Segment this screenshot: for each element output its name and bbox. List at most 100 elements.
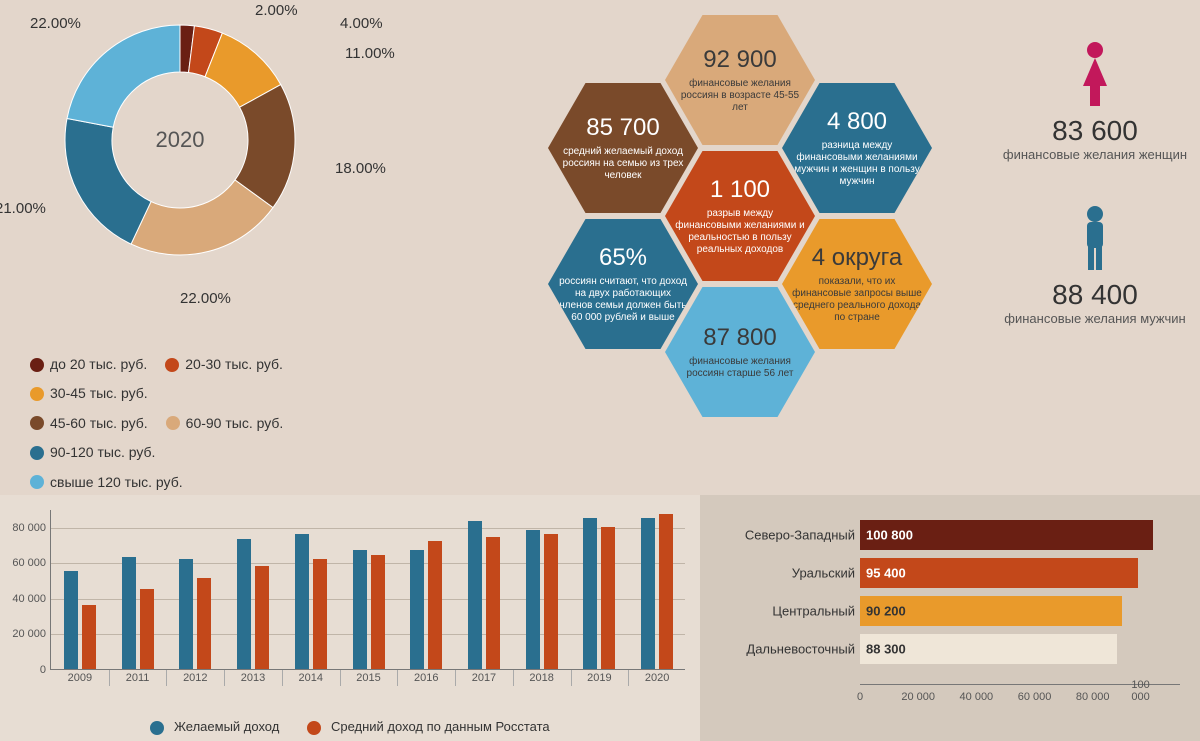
bar [197,578,211,669]
hex-cell: 1 100 разрыв между финансовыми желаниями … [665,151,815,281]
legend-item: Средний доход по данным Росстата [307,719,549,734]
hbar-value: 100 800 [866,528,913,543]
bar [526,530,540,669]
y-tick-label: 0 [1,664,46,676]
x-tick-label: 2015 [344,672,394,684]
x-tick-label: 2016 [401,672,451,684]
x-tick-label: 60 000 [1018,691,1052,703]
x-tick-label: 2013 [228,672,278,684]
hex-value: 1 100 [710,176,770,204]
bar [659,514,673,669]
donut-pct-label: 22.00% [30,15,81,32]
x-tick-label: 2009 [55,672,105,684]
hbar-value: 95 400 [866,566,906,581]
hex-cell: 65% россиян считают, что доход на двух ра… [548,219,698,349]
horizontal-bar-chart: Северо-Западный 100 800 Уральский 95 400 Цен… [700,495,1200,741]
donut-chart: 2020 [50,10,310,270]
hex-text: разрыв между финансовыми желаниями и реа… [675,208,805,256]
x-tick-label: 2018 [517,672,567,684]
legend-item: 60-90 тыс. руб. [166,409,284,438]
x-tick-label: 2017 [459,672,509,684]
x-tick-label: 20 000 [901,691,935,703]
hex-text: россиян считают, что доход на двух работ… [558,276,688,324]
hbar-label: Центральный [710,604,855,619]
hbar-label: Северо-Западный [710,528,855,543]
hex-value: 65% [599,244,647,272]
bar [295,534,309,669]
hbar-value: 90 200 [866,604,906,619]
x-tick-label: 100 000 [1131,679,1170,703]
legend-item: до 20 тыс. руб. [30,350,147,379]
bar [179,559,193,669]
bar [82,605,96,669]
y-tick-label: 20 000 [1,628,46,640]
male-icon [1077,204,1113,274]
bar [122,557,136,669]
x-tick-label: 0 [857,691,863,703]
bar [371,555,385,669]
bar [428,541,442,669]
hex-cell: 87 800финансовые желания россиян старше … [665,287,815,417]
y-tick-label: 80 000 [1,522,46,534]
hbar-label: Дальневосточный [710,642,855,657]
bar [410,550,424,669]
donut-segment [67,25,180,127]
x-tick-label: 2011 [113,672,163,684]
hex-value: 4 800 [827,108,887,136]
male-text: финансовые желания мужчин [1000,311,1190,328]
bar-chart-legend: Желаемый доход Средний доход по данным Р… [0,719,700,735]
legend-item: Желаемый доход [150,719,279,734]
hex-cell: 92 900 финансовые желания россиян в возра… [665,15,815,145]
gender-stats: 83 600 финансовые желания женщин 88 400 … [1000,40,1190,368]
hex-value: 85 700 [586,114,659,142]
hex-value: 87 800 [703,324,776,352]
x-tick-label: 80 000 [1076,691,1110,703]
hex-text: финансовые желания россиян в возрасте 45… [675,78,805,114]
hex-cell: 85 700 средний желаемый доход россиян на … [548,83,698,213]
hex-text: средний желаемый доход россиян на семью … [558,146,688,182]
bar [353,550,367,669]
bar [486,537,500,669]
hex-cell: 4 округа показали, что их финансовые запр… [782,219,932,349]
hex-cell: 4 800 разница между финансовыми желаниями… [782,83,932,213]
female-value: 83 600 [1000,115,1190,147]
donut-pct-label: 22.00% [180,290,231,307]
donut-segment [65,118,151,244]
bar-chart: 0 20 000 40 000 60 000 80 000 2009 2011 2012 201… [0,495,700,741]
y-tick-label: 40 000 [1,593,46,605]
donut-pct-label: 4.00% [340,15,383,32]
legend-item: 90-120 тыс. руб. [30,438,155,467]
x-tick-label: 2012 [170,672,220,684]
bar [313,559,327,669]
bar [255,566,269,669]
donut-pct-label: 21.00% [0,200,46,217]
bar [601,527,615,669]
bar [64,571,78,669]
bar [641,518,655,669]
hex-value: 92 900 [703,46,776,74]
donut-legend: до 20 тыс. руб. 20-30 тыс. руб. 30-45 тыс.… [30,350,410,497]
y-tick-label: 60 000 [1,557,46,569]
legend-item: свыше 120 тыс. руб. [30,468,183,497]
bar [583,518,597,669]
hex-text: разница между финансовыми желаниями мужч… [792,140,922,188]
hex-text: показали, что их финансовые запросы выше… [792,276,922,324]
donut-center-label: 2020 [156,127,205,153]
hex-value: 4 округа [812,244,903,272]
hexagon-grid: 92 900 финансовые желания россиян в возра… [435,15,965,495]
bar [140,589,154,669]
donut-pct-label: 2.00% [255,2,298,19]
x-tick-label: 2019 [574,672,624,684]
legend-item: 30-45 тыс. руб. [30,379,148,408]
donut-pct-label: 18.00% [335,160,386,177]
hbar-label: Уральский [710,566,855,581]
x-tick-label: 40 000 [960,691,994,703]
bar [544,534,558,669]
male-value: 88 400 [1000,279,1190,311]
bar [237,539,251,669]
legend-item: 20-30 тыс. руб. [165,350,283,379]
female-text: финансовые желания женщин [1000,147,1190,164]
female-icon [1077,40,1113,110]
bar [468,521,482,669]
x-tick-label: 2020 [632,672,682,684]
